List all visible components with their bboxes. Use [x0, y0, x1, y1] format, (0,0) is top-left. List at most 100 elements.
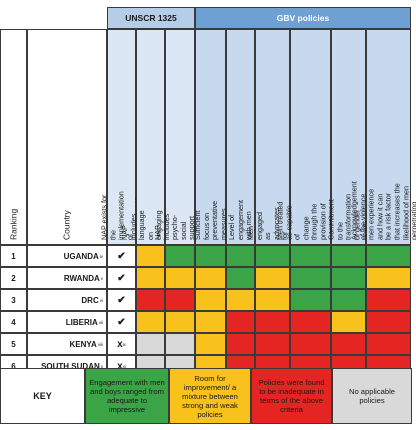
rating-cell: [136, 333, 165, 355]
rating-cell: [290, 333, 331, 355]
row-rank: 4: [0, 311, 27, 333]
rating-cell: [136, 245, 165, 267]
rating-cell: [195, 333, 226, 355]
rating-cell: [366, 289, 411, 311]
rating-cell: [366, 245, 411, 267]
nap-mark: ✔: [117, 250, 126, 262]
column-header-5: Level of engagement with men: [226, 29, 255, 245]
column-header-1: NAP exists for the implementation of UNS…: [99, 29, 142, 245]
country-name: LIBERIA: [65, 317, 98, 327]
row-nap-status: ✔: [107, 245, 136, 267]
rating-cell: [331, 333, 366, 355]
rating-cell: [165, 311, 195, 333]
rating-cell: [366, 311, 411, 333]
rating-cell: [195, 245, 226, 267]
rating-cell: [290, 289, 331, 311]
rating-cell: [290, 311, 331, 333]
rating-cell: [136, 289, 165, 311]
key-yellow: Room for improvement/ a mixture between …: [169, 368, 251, 424]
key-green: Engagement with men and boys ranged from…: [85, 368, 169, 424]
rating-cell: [226, 267, 255, 289]
rating-cell: [331, 311, 366, 333]
group-gbv-policies: GBV policies: [195, 7, 411, 29]
nap-mark: x: [117, 360, 123, 372]
column-header-label: Sufficient focus on preventative measure…: [192, 200, 228, 240]
country-footnote: vi: [99, 297, 103, 303]
nap-mark: ✔: [117, 316, 126, 328]
nap-footnote: xi: [122, 363, 126, 369]
row-rank: 3: [0, 289, 27, 311]
country-footnote: v: [100, 275, 103, 281]
rating-cell: [165, 333, 195, 355]
rating-cell: [366, 267, 411, 289]
rating-cell: [331, 289, 366, 311]
rating-cell: [136, 311, 165, 333]
country-name: UGANDA: [63, 251, 99, 261]
country-header-label: Country: [61, 210, 72, 240]
country-name: KENYA: [69, 339, 97, 349]
rating-cell: [366, 333, 411, 355]
column-header-4: Sufficient focus on preventative measure…: [192, 29, 228, 245]
rating-cell: [165, 289, 195, 311]
column-header-6: Men engaged as advocates for change: [246, 29, 297, 245]
rating-cell: [255, 333, 290, 355]
row-country: UGANDA iv: [27, 245, 107, 267]
country-footnote: x: [100, 363, 103, 369]
group-unscr-1325: UNSCR 1325: [107, 7, 195, 29]
row-rank: 2: [0, 267, 27, 289]
rating-cell: [255, 245, 290, 267]
rating-cell: [195, 311, 226, 333]
rating-cell: [290, 267, 331, 289]
rating-cell: [195, 289, 226, 311]
row-rank: 1: [0, 245, 27, 267]
rating-cell: [255, 311, 290, 333]
country-name: DRC: [81, 295, 99, 305]
country-footnote: viii: [97, 341, 103, 347]
country-header: Country: [27, 29, 107, 245]
rating-cell: [165, 267, 195, 289]
rating-cell: [226, 245, 255, 267]
rating-cell: [195, 267, 226, 289]
rating-cell: [226, 311, 255, 333]
column-header-3: NAP includes psycho-social support inter…: [153, 29, 205, 245]
rating-cell: [136, 267, 165, 289]
row-rank: 5: [0, 333, 27, 355]
group-unscr-label: UNSCR 1325: [125, 13, 177, 23]
ranking-header: Ranking: [0, 29, 27, 245]
nap-mark: x: [117, 338, 123, 350]
policy-matrix: UNSCR 1325 GBV policies Ranking Country NA…: [0, 7, 416, 423]
key-label: KEY: [0, 368, 85, 424]
row-nap-status: ✔: [107, 311, 136, 333]
column-header-7: Men treated as capable of change through…: [275, 29, 344, 245]
rating-cell: [331, 245, 366, 267]
rating-cell: [255, 267, 290, 289]
row-nap-status: ✔: [107, 289, 136, 311]
rating-cell: [331, 267, 366, 289]
ranking-header-label: Ranking: [8, 208, 18, 240]
column-header-9: Acknowledgement of the violence men expe…: [349, 29, 416, 245]
group-gbv-label: GBV policies: [276, 13, 330, 23]
row-nap-status: x ix: [107, 333, 136, 355]
row-country: LIBERIA vii: [27, 311, 107, 333]
nap-mark: ✔: [117, 272, 126, 284]
row-country: DRC vi: [27, 289, 107, 311]
rating-cell: [226, 333, 255, 355]
row-country: RWANDA v: [27, 267, 107, 289]
country-name: SOUTH SUDAN: [41, 361, 100, 371]
rating-cell: [165, 245, 195, 267]
rating-cell: [226, 289, 255, 311]
rating-cell: [255, 289, 290, 311]
column-header-8: Commitment to the transformation of gend…: [326, 29, 369, 245]
key-red: Policies were found to be inadequate in …: [251, 368, 332, 424]
country-name: RWANDA: [63, 273, 100, 283]
nap-mark: ✔: [117, 294, 126, 306]
country-footnote: iv: [99, 253, 103, 259]
column-header-2: NAP includes language on engaging men an…: [120, 29, 180, 245]
country-footnote: vii: [98, 319, 103, 325]
column-header-label: Acknowledgement of the violence men expe…: [349, 181, 416, 240]
color-key: KEY Engagement with men and boys ranged …: [0, 368, 416, 424]
row-country: KENYA viii: [27, 333, 107, 355]
nap-footnote: ix: [122, 341, 126, 347]
row-nap-status: ✔: [107, 267, 136, 289]
key-grey: No applicable policies: [332, 368, 412, 424]
